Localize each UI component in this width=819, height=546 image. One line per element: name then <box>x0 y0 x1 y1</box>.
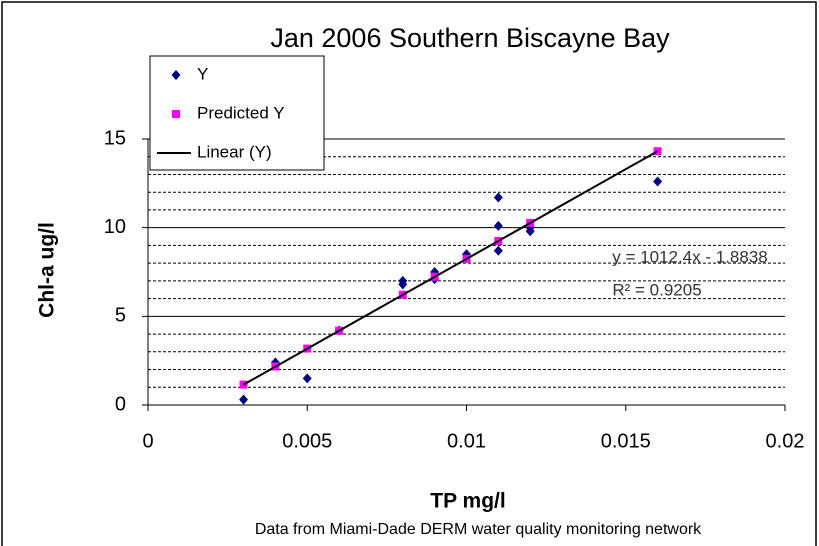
x-tick-label: 0.01 <box>447 430 486 452</box>
point <box>525 226 535 237</box>
y-tick-label: 15 <box>104 127 126 149</box>
legend-marker <box>172 110 180 118</box>
legend-label: Y <box>197 64 208 83</box>
x-tick-label: 0 <box>142 430 153 452</box>
plot-area: 0 5 10 15 0 0.005 0.01 0.015 0.02 <box>104 127 805 452</box>
x-tick-label: 0.005 <box>282 430 332 452</box>
point <box>239 394 249 405</box>
y-tick-label: 0 <box>115 393 126 415</box>
source-note: Data from Miami-Dade DERM water quality … <box>255 521 702 538</box>
trend-equation: y = 1012.4x - 1.8838 <box>612 247 767 266</box>
x-tick-label: 0.015 <box>601 430 651 452</box>
y-tick-label: 5 <box>115 305 126 327</box>
point <box>493 192 503 203</box>
legend-marker <box>171 70 181 80</box>
point <box>493 245 503 256</box>
y-axis-label: Chl-a ug/l <box>36 222 59 318</box>
point <box>653 176 663 187</box>
r-squared: R² = 0.9205 <box>612 280 701 299</box>
legend: Y Predicted Y Linear (Y) <box>149 55 325 171</box>
trend-line <box>243 150 659 386</box>
point <box>493 220 503 231</box>
x-axis-label: TP mg/l <box>430 490 505 513</box>
chart-title: Jan 2006 Southern Biscayne Bay <box>270 23 670 53</box>
y-tick-label: 10 <box>104 216 126 238</box>
x-tick-label: 0.02 <box>766 430 805 452</box>
legend-label: Linear (Y) <box>197 142 272 161</box>
legend-label: Predicted Y <box>197 103 285 122</box>
point <box>302 373 312 384</box>
point <box>398 279 408 290</box>
